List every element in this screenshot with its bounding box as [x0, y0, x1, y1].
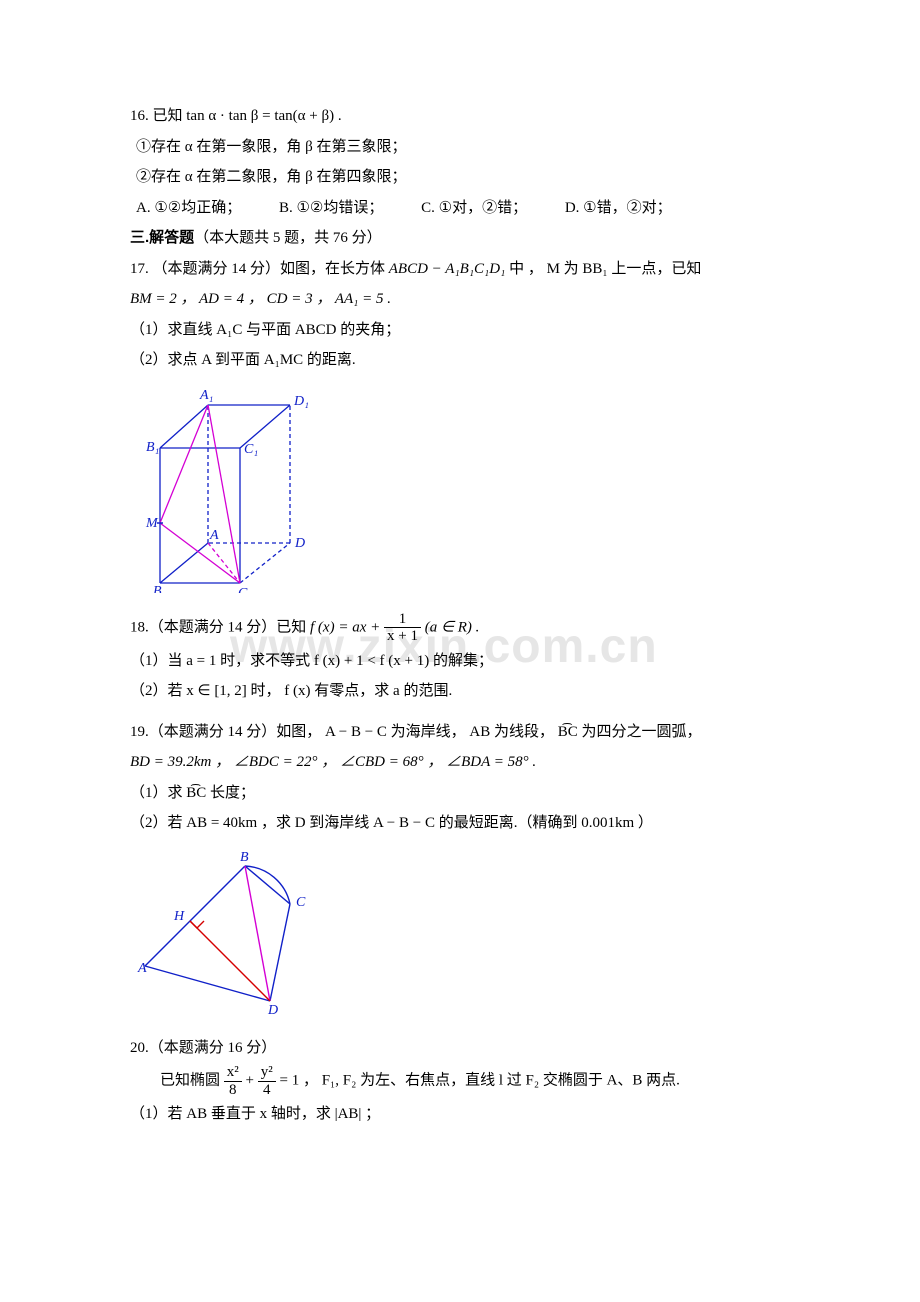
q18-fname: f (x) = ax + — [310, 619, 380, 635]
q20-fx-num: x² — [224, 1064, 242, 1082]
q16-options: A. ①②均正确； B. ①②均错误； C. ①对，②错； D. ①错，②对； — [130, 194, 790, 223]
lbl2-D: D — [267, 1003, 278, 1016]
q20-stem: 已知椭圆 x² 8 + y² 4 = 1 ， F₁, F₂ 为左、右焦点，直线 … — [130, 1064, 790, 1098]
lbl-C: C — [238, 586, 248, 593]
q18-stem-a: 18.（本题满分 14 分）已知 — [130, 619, 310, 635]
q17-p2: （2）求点 A 到平面 A₁MC 的距离. — [130, 346, 790, 375]
q16-optB: B. ①②均错误； — [279, 194, 383, 223]
lbl-B1: B₁ — [146, 440, 159, 455]
q17-given: BM = 2 ， AD = 4 ， CD = 3 ， AA₁ = 5 . — [130, 285, 790, 314]
q20-frac-y: y² 4 — [258, 1064, 276, 1098]
q19-given: BD = 39.2km ， ∠BDC = 22° ， ∠CBD = 68° ， … — [130, 748, 790, 777]
q18-frac: 1 x + 1 — [384, 611, 421, 645]
q19-stem: 19.（本题满分 14 分）如图， A − B − C 为海岸线， AB 为线段… — [130, 718, 790, 747]
q18-stem: 18.（本题满分 14 分）已知 f (x) = ax + 1 x + 1 (a… — [130, 611, 790, 645]
q19-given-text: BD = 39.2km ， ∠BDC = 22° ， ∠CBD = 68° ， … — [130, 754, 536, 770]
q17-figure: A₁ D₁ B₁ C₁ A D M B C — [130, 383, 330, 593]
q18-block: www.zixin.com.cn 18.（本题满分 14 分）已知 f (x) … — [130, 611, 790, 706]
q16-stem-text: 16. 已知 tan α · tan β = tan(α + β) . — [130, 108, 342, 124]
lbl-D1: D₁ — [293, 394, 309, 409]
lbl2-B: B — [240, 850, 249, 865]
q20-head: 20.（本题满分 16 分） — [130, 1034, 790, 1063]
q20-fy-num: y² — [258, 1064, 276, 1082]
lbl-A1: A₁ — [199, 388, 213, 403]
section3-rest: （本大题共 5 题，共 76 分） — [194, 230, 382, 246]
q18-stem-b: (a ∈ R) . — [425, 619, 480, 635]
q19-p1: （1）求 B͡C 长度； — [130, 779, 790, 808]
q20-plus: + — [246, 1072, 258, 1088]
lbl2-H: H — [173, 909, 185, 924]
q19-p2: （2）若 AB = 40km ，求 D 到海岸线 A − B − C 的最短距离… — [130, 809, 790, 838]
q17-given-text: BM = 2 ， AD = 4 ， CD = 3 ， AA₁ = 5 . — [130, 291, 391, 307]
q17-p1: （1）求直线 A₁C 与平面 ABCD 的夹角； — [130, 316, 790, 345]
spacer — [130, 708, 790, 716]
q20-fx-den: 8 — [224, 1082, 242, 1099]
q17-stem-b: 中 ， M 为 BB₁ 上一点，已知 — [505, 261, 701, 277]
q18-frac-num: 1 — [384, 611, 421, 629]
lbl-C1: C₁ — [244, 442, 258, 457]
q16-optC: C. ①对，②错； — [421, 194, 527, 223]
q17-solid: ABCD − A₁B₁C₁D₁ — [389, 261, 506, 277]
q18-p2: （2）若 x ∈ [1, 2] 时， f (x) 有零点，求 a 的范围. — [130, 677, 790, 706]
lbl-M: M — [145, 516, 159, 531]
q16-s1: ①存在 α 在第一象限，角 β 在第三象限； — [130, 133, 790, 162]
lbl-D: D — [294, 536, 305, 551]
q17-stem: 17. （本题满分 14 分）如图，在长方体 ABCD − A₁B₁C₁D₁ 中… — [130, 255, 790, 284]
q18-p1: （1）当 a = 1 时，求不等式 f (x) + 1 < f (x + 1) … — [130, 647, 790, 676]
q16-s2: ②存在 α 在第二象限，角 β 在第四象限； — [130, 163, 790, 192]
lbl2-A: A — [137, 961, 147, 976]
q20-frac-x: x² 8 — [224, 1064, 242, 1098]
q20-stem-b: ， F₁, F₂ 为左、右焦点，直线 l 过 F₂ 交椭圆于 A、B 两点. — [303, 1072, 680, 1088]
q18-frac-den: x + 1 — [384, 628, 421, 645]
q20-p1: （1）若 AB 垂直于 x 轴时，求 |AB| ； — [130, 1100, 790, 1129]
lbl-A: A — [209, 528, 219, 543]
q16-optD: D. ①错，②对； — [565, 194, 672, 223]
q20-stem-a: 已知椭圆 — [160, 1072, 224, 1088]
q16-optA: A. ①②均正确； — [136, 194, 241, 223]
lbl2-C: C — [296, 895, 306, 910]
q17-stem-a: 17. （本题满分 14 分）如图，在长方体 — [130, 261, 389, 277]
q19-figure: A B C D H — [130, 846, 350, 1016]
section3-header: 三.解答题（本大题共 5 题，共 76 分） — [130, 224, 790, 253]
q20-eq: = 1 — [279, 1072, 299, 1088]
lbl-B: B — [153, 584, 162, 593]
q20-fy-den: 4 — [258, 1082, 276, 1099]
section3-label: 三.解答题 — [130, 229, 194, 246]
q16-stem: 16. 已知 tan α · tan β = tan(α + β) . — [130, 102, 790, 131]
